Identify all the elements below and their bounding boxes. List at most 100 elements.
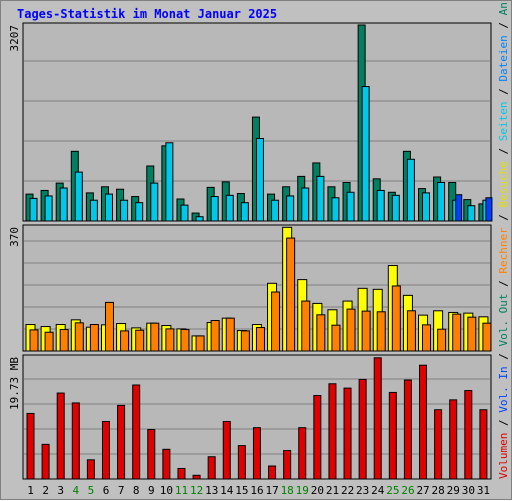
bar-volumen-day-16 bbox=[252, 427, 261, 480]
bar-rechner-day-6 bbox=[104, 301, 114, 352]
x-label-day-28: 28 bbox=[432, 484, 445, 497]
legend-item: / bbox=[497, 22, 510, 35]
bar-volumen-day-19 bbox=[298, 427, 307, 480]
bar-dateien-day-28 bbox=[437, 181, 446, 222]
bar-volumen-day-20 bbox=[313, 395, 322, 480]
bar-rechner-day-4 bbox=[74, 322, 84, 352]
bar-dateien-day-19 bbox=[301, 187, 310, 222]
legend-item: / bbox=[497, 419, 510, 432]
bar-dateien-day-10 bbox=[165, 142, 174, 222]
bar-rechner-day-10 bbox=[165, 328, 175, 352]
bar-dateien-day-27 bbox=[422, 192, 431, 222]
bar-volumen-day-8 bbox=[132, 384, 141, 480]
bar-dateien-day-3 bbox=[59, 187, 68, 222]
bar-rechner-day-3 bbox=[59, 329, 69, 352]
ymax-label-2: 370 bbox=[8, 227, 21, 247]
bar-rechner-day-25 bbox=[391, 285, 401, 352]
x-label-day-25: 25 bbox=[386, 484, 399, 497]
x-label-day-12: 12 bbox=[190, 484, 203, 497]
bar-rechner-day-28 bbox=[437, 328, 447, 352]
bar-dateien-day-25 bbox=[391, 194, 400, 222]
legend-item: Vol. Out bbox=[497, 294, 510, 354]
bar-seiten-day-29 bbox=[455, 194, 463, 222]
bar-dateien-day-11 bbox=[180, 204, 189, 222]
bar-rechner-day-22 bbox=[346, 308, 356, 352]
legend-item: Volumen bbox=[497, 433, 510, 479]
x-label-day-1: 1 bbox=[27, 484, 34, 497]
bar-volumen-day-24 bbox=[373, 357, 382, 480]
bar-rechner-day-8 bbox=[135, 329, 145, 352]
x-label-day-22: 22 bbox=[341, 484, 354, 497]
legend-item: / bbox=[497, 148, 510, 161]
ymax-label-3: 19.73 MB bbox=[8, 357, 21, 410]
bar-dateien-day-30 bbox=[467, 205, 476, 222]
chart-title: Tages-Statistik im Monat Januar 2025 bbox=[17, 7, 278, 21]
legend-item: / bbox=[497, 353, 510, 366]
legend-item: Anfragen bbox=[497, 1, 510, 22]
x-label-day-29: 29 bbox=[447, 484, 460, 497]
bar-volumen-day-7 bbox=[117, 404, 126, 480]
legend-item: / bbox=[497, 280, 510, 293]
bar-rechner-day-15 bbox=[240, 330, 250, 352]
bar-seiten-day-31 bbox=[485, 197, 493, 222]
bar-dateien-day-13 bbox=[210, 196, 219, 222]
x-label-day-9: 9 bbox=[148, 484, 155, 497]
bar-volumen-day-15 bbox=[237, 445, 246, 480]
bar-dateien-day-17 bbox=[271, 199, 280, 222]
bar-rechner-day-23 bbox=[361, 310, 371, 352]
bar-volumen-day-31 bbox=[479, 409, 488, 480]
bar-volumen-day-27 bbox=[419, 364, 428, 480]
bar-rechner-day-1 bbox=[29, 329, 39, 352]
bar-rechner-day-19 bbox=[301, 300, 311, 352]
bar-volumen-day-23 bbox=[358, 378, 367, 480]
x-label-day-19: 19 bbox=[296, 484, 309, 497]
x-label-day-6: 6 bbox=[103, 484, 110, 497]
x-label-day-7: 7 bbox=[118, 484, 125, 497]
bar-rechner-day-13 bbox=[210, 320, 220, 352]
bar-dateien-day-21 bbox=[331, 197, 340, 222]
bar-dateien-day-22 bbox=[346, 191, 355, 222]
bar-rechner-day-30 bbox=[467, 316, 477, 352]
bar-volumen-day-18 bbox=[283, 450, 292, 480]
bar-volumen-day-17 bbox=[268, 465, 277, 480]
legend-item: Besuche bbox=[497, 161, 510, 214]
x-label-day-31: 31 bbox=[477, 484, 490, 497]
legend-vertical: Volumen / Vol. In / Vol. Out / Rechner /… bbox=[497, 1, 510, 479]
bar-dateien-day-6 bbox=[104, 193, 113, 222]
bar-dateien-day-20 bbox=[316, 175, 325, 222]
ymax-label-1: 3207 bbox=[8, 25, 21, 52]
bar-rechner-day-5 bbox=[89, 324, 99, 352]
bar-volumen-day-30 bbox=[464, 390, 473, 480]
bar-dateien-day-2 bbox=[44, 195, 53, 222]
bar-volumen-day-5 bbox=[86, 459, 95, 480]
bar-dateien-day-14 bbox=[225, 194, 234, 222]
bar-dateien-day-26 bbox=[406, 158, 415, 222]
bar-rechner-day-20 bbox=[316, 314, 326, 352]
bar-rechner-day-16 bbox=[255, 327, 265, 352]
bar-rechner-day-18 bbox=[286, 237, 296, 352]
bar-dateien-day-7 bbox=[120, 199, 129, 222]
x-label-day-20: 20 bbox=[311, 484, 324, 497]
x-label-day-26: 26 bbox=[401, 484, 414, 497]
x-label-day-14: 14 bbox=[220, 484, 234, 497]
bar-volumen-day-9 bbox=[147, 429, 156, 480]
bar-rechner-day-24 bbox=[376, 311, 386, 352]
x-label-day-11: 11 bbox=[175, 484, 188, 497]
bar-volumen-day-10 bbox=[162, 448, 171, 480]
bar-rechner-day-14 bbox=[225, 317, 235, 352]
bar-rechner-day-12 bbox=[195, 335, 205, 352]
bar-dateien-day-1 bbox=[29, 197, 38, 222]
bar-volumen-day-22 bbox=[343, 387, 352, 480]
x-label-day-23: 23 bbox=[356, 484, 369, 497]
bar-rechner-day-7 bbox=[120, 330, 130, 352]
legend-item: Seiten bbox=[497, 101, 510, 147]
bar-rechner-day-21 bbox=[331, 324, 341, 352]
x-label-day-15: 15 bbox=[235, 484, 248, 497]
x-label-day-13: 13 bbox=[205, 484, 218, 497]
bar-rechner-day-17 bbox=[271, 291, 281, 352]
x-label-day-10: 10 bbox=[160, 484, 173, 497]
bar-volumen-day-3 bbox=[56, 392, 65, 480]
bar-dateien-day-12 bbox=[195, 216, 204, 222]
x-label-day-3: 3 bbox=[57, 484, 64, 497]
